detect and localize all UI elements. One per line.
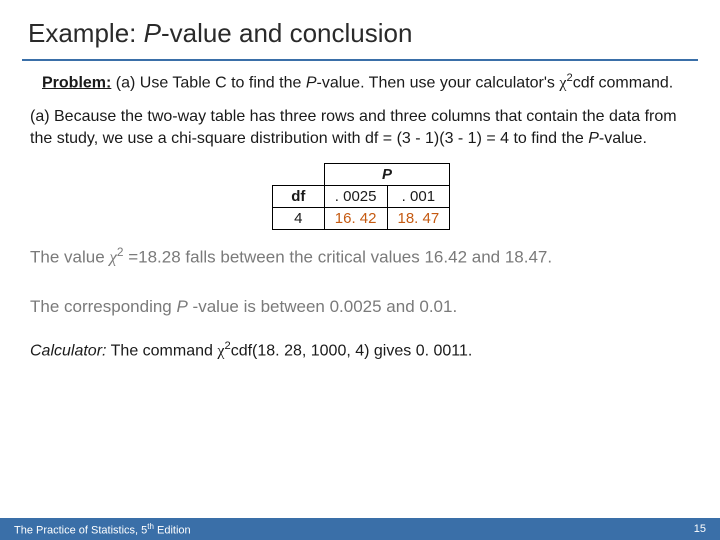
problem-t1: (a) Use Table C to find the: [111, 74, 305, 91]
conclusion-line-2: The corresponding P -value is between 0.…: [30, 296, 692, 319]
table-col-0025: . 0025: [324, 186, 387, 208]
para-a-p: P: [588, 130, 599, 147]
title-post: -value and conclusion: [161, 18, 413, 48]
table-p-header: P: [324, 164, 449, 186]
calc-t1: The command: [106, 342, 217, 359]
table-crit-1847: 18. 47: [387, 208, 450, 230]
footer-left-2: Edition: [154, 524, 191, 536]
conc1-t1: The value: [30, 248, 109, 267]
footer-left-1: The Practice of Statistics, 5: [14, 524, 147, 536]
footer-sup: th: [147, 522, 154, 531]
problem-p: P: [306, 74, 317, 91]
conc1-t2: =18.28 falls between the critical values…: [124, 248, 553, 267]
table-empty-cell: [272, 164, 324, 186]
table-col-001: . 001: [387, 186, 450, 208]
table-row: df . 0025 . 001: [272, 186, 449, 208]
para-a-t1: (a) Because the two-way table has three …: [30, 108, 677, 147]
conc2-p: P: [176, 297, 187, 316]
table-crit-1642: 16. 42: [324, 208, 387, 230]
problem-label: Problem:: [42, 74, 111, 91]
problem-statement: Problem: (a) Use Table C to find the P-v…: [42, 71, 692, 94]
table-row: 4 16. 42 18. 47: [272, 208, 449, 230]
para-a-t2: -value.: [599, 130, 647, 147]
conc2-t1: The corresponding: [30, 297, 176, 316]
title-pre: Example:: [28, 18, 144, 48]
calculator-line: Calculator: The command χ2cdf(18. 28, 10…: [30, 339, 692, 362]
calc-t2: cdf(18. 28, 1000, 4) gives 0. 0011.: [231, 342, 473, 359]
conc1-sup: 2: [117, 245, 124, 259]
problem-t2: -value. Then use your calculator's: [316, 74, 559, 91]
slide-title: Example: P-value and conclusion: [28, 18, 692, 49]
slide-footer: The Practice of Statistics, 5th Edition …: [0, 518, 720, 540]
critical-value-table: P df . 0025 . 001 4 16. 42 18. 47: [272, 163, 450, 230]
slide-number: 15: [694, 523, 706, 535]
conclusion-line-1: The value χ2 =18.28 falls between the cr…: [30, 244, 692, 270]
conc1-chi: χ: [109, 248, 116, 267]
table-df-header: df: [272, 186, 324, 208]
footer-left: The Practice of Statistics, 5th Edition: [14, 522, 191, 537]
table-df-value: 4: [272, 208, 324, 230]
table-row: P: [272, 164, 449, 186]
conc2-t2: -value is between 0.0025 and 0.01.: [188, 297, 457, 316]
title-ital: P: [144, 18, 161, 48]
problem-t3: cdf command.: [573, 74, 673, 91]
calc-label: Calculator:: [30, 342, 106, 359]
explanation-a: (a) Because the two-way table has three …: [30, 106, 692, 149]
